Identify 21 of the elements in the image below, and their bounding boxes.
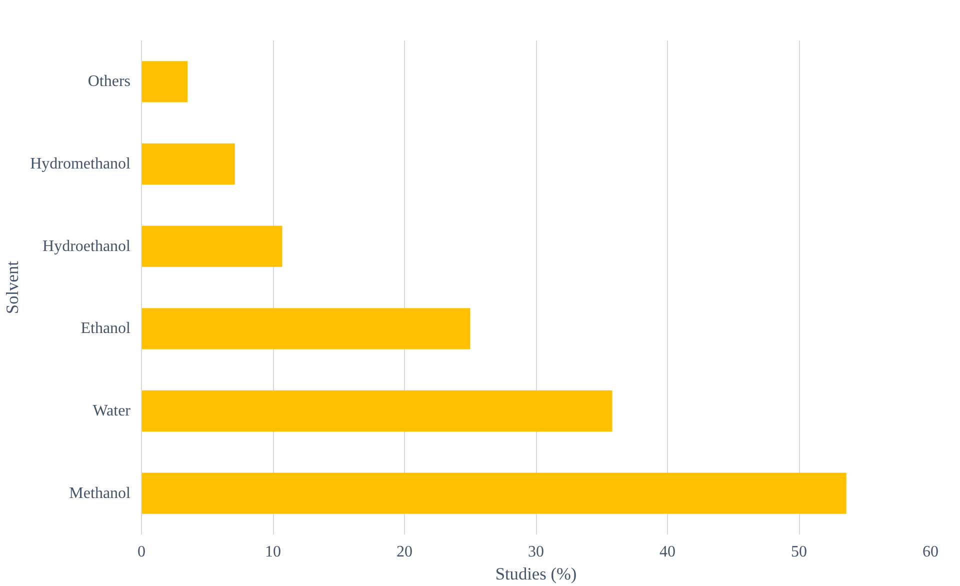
bar	[142, 308, 470, 350]
bar	[142, 61, 188, 102]
y-tick-label: Hydromethanol	[30, 156, 132, 172]
bar	[142, 390, 612, 432]
x-tick-label: 50	[791, 544, 807, 560]
y-tick-label: Water	[92, 402, 132, 420]
y-axis-title: Solvent	[3, 260, 22, 314]
x-tick-label: 20	[396, 544, 412, 560]
bar	[142, 226, 282, 267]
x-axis-title: Studies (%)	[495, 564, 577, 584]
y-tick-label: Others	[88, 73, 130, 90]
y-tick-label: Hydroethanol	[42, 238, 132, 255]
x-tick-label: 60	[922, 544, 938, 560]
bar	[142, 143, 235, 185]
bar	[142, 472, 846, 514]
y-tick-label: Ethanol	[80, 320, 132, 338]
x-tick-label: 40	[660, 544, 676, 560]
y-tick-label: Methanol	[69, 484, 132, 502]
x-tick-label: 30	[528, 544, 544, 560]
x-tick-label: 0	[138, 544, 146, 560]
x-tick-label: 10	[265, 544, 281, 560]
